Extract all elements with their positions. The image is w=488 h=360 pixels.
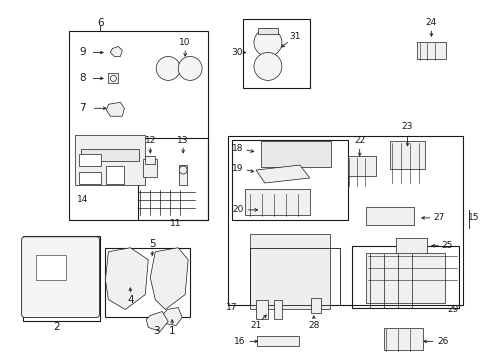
Text: 20: 20 xyxy=(232,206,243,215)
Bar xyxy=(145,156,155,164)
Text: 1: 1 xyxy=(168,327,175,336)
Circle shape xyxy=(110,75,116,81)
Polygon shape xyxy=(150,248,188,310)
Bar xyxy=(365,207,413,225)
Text: 13: 13 xyxy=(177,136,188,145)
Bar xyxy=(22,236,100,321)
Polygon shape xyxy=(255,165,309,183)
Text: 8: 8 xyxy=(79,73,85,84)
Bar xyxy=(351,246,458,307)
Bar xyxy=(138,138,208,220)
Bar xyxy=(245,189,310,215)
Bar xyxy=(395,238,427,258)
Bar xyxy=(258,28,277,33)
Bar xyxy=(105,248,190,318)
Bar xyxy=(383,328,423,350)
Circle shape xyxy=(179,166,187,174)
Text: 5: 5 xyxy=(149,239,155,249)
Circle shape xyxy=(156,57,180,80)
Bar xyxy=(143,159,157,177)
Bar xyxy=(255,300,267,319)
FancyBboxPatch shape xyxy=(21,237,99,318)
Bar xyxy=(347,156,375,176)
Text: 12: 12 xyxy=(144,136,156,145)
Bar xyxy=(365,253,445,302)
Bar xyxy=(81,149,139,161)
Bar xyxy=(243,19,309,88)
Bar xyxy=(108,73,118,84)
Text: 4: 4 xyxy=(127,294,133,305)
Circle shape xyxy=(253,53,281,80)
Text: 26: 26 xyxy=(437,337,448,346)
Text: 17: 17 xyxy=(226,303,237,312)
Bar xyxy=(249,234,329,309)
Bar xyxy=(68,31,208,220)
Text: 3: 3 xyxy=(153,327,159,336)
Circle shape xyxy=(178,57,202,80)
Polygon shape xyxy=(146,311,168,332)
Text: 9: 9 xyxy=(79,48,85,58)
Text: 18: 18 xyxy=(232,144,244,153)
Text: 22: 22 xyxy=(353,136,365,145)
Bar xyxy=(416,41,446,59)
Bar xyxy=(80,172,101,184)
Text: 23: 23 xyxy=(401,122,412,131)
Text: 7: 7 xyxy=(79,103,85,113)
Bar xyxy=(389,141,425,169)
Text: 15: 15 xyxy=(467,213,478,222)
Bar xyxy=(36,255,65,280)
Text: 30: 30 xyxy=(231,48,242,57)
Text: 11: 11 xyxy=(170,219,182,228)
Bar xyxy=(232,140,347,220)
Text: 2: 2 xyxy=(53,323,60,332)
Bar xyxy=(261,141,330,167)
Circle shape xyxy=(253,28,281,57)
Text: 19: 19 xyxy=(232,163,244,172)
Text: 25: 25 xyxy=(441,241,452,250)
Text: 16: 16 xyxy=(234,337,245,346)
Bar xyxy=(179,165,187,185)
Text: 6: 6 xyxy=(97,18,103,28)
Bar xyxy=(227,136,463,305)
Text: 29: 29 xyxy=(447,305,458,314)
Text: 24: 24 xyxy=(425,18,436,27)
Polygon shape xyxy=(162,307,182,325)
Text: 10: 10 xyxy=(179,38,190,47)
Text: 21: 21 xyxy=(250,321,261,330)
Text: 27: 27 xyxy=(433,213,444,222)
Bar xyxy=(310,298,320,314)
Bar xyxy=(75,135,145,185)
Polygon shape xyxy=(106,102,124,116)
Text: 31: 31 xyxy=(288,32,300,41)
Bar xyxy=(80,154,101,166)
Text: 14: 14 xyxy=(77,195,88,204)
Bar xyxy=(273,300,281,319)
Polygon shape xyxy=(105,248,148,310)
Bar xyxy=(106,166,124,184)
Polygon shape xyxy=(110,46,122,57)
Bar xyxy=(256,336,298,346)
Text: 28: 28 xyxy=(307,321,319,330)
